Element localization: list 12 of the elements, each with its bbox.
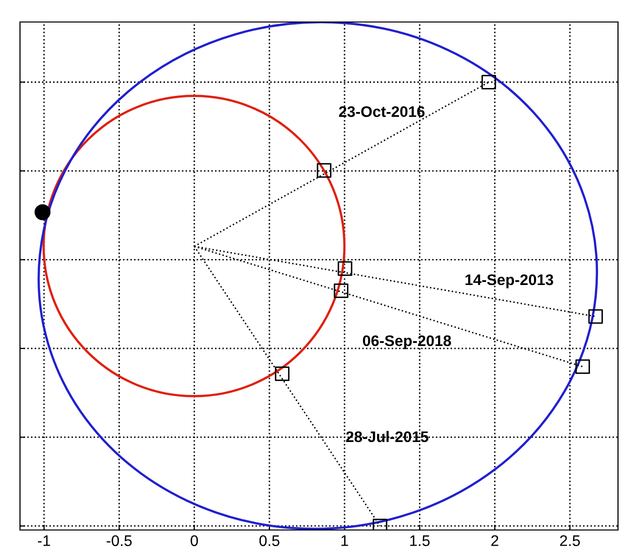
x-tick-label: 2.5	[560, 535, 580, 546]
x-tick-label: 0	[190, 535, 198, 546]
x-tick-label: 1	[341, 535, 348, 546]
x-tick-label: -1	[38, 535, 50, 546]
x-tick-label: 0.5	[259, 535, 280, 546]
annotation: 23-Oct-2016	[339, 106, 425, 118]
annotation: 28-Jul-2015	[346, 430, 428, 442]
x-tick-label: -0.5	[106, 535, 132, 546]
x-tick-label: 2	[491, 535, 498, 546]
annotation: 06-Sep-2018	[362, 335, 452, 350]
x-tick-label: 1.5	[410, 535, 430, 546]
annotation: 14-Sep-2013	[466, 274, 554, 288]
